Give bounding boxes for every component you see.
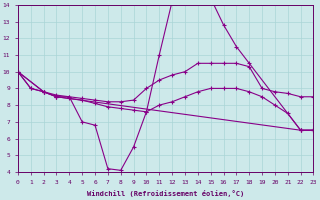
X-axis label: Windchill (Refroidissement éolien,°C): Windchill (Refroidissement éolien,°C) — [87, 190, 244, 197]
